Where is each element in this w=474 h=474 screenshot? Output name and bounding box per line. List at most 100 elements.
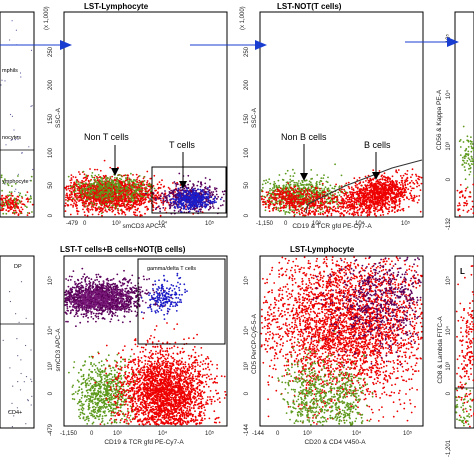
event-dot <box>308 193 311 195</box>
event-dot <box>261 190 264 193</box>
event-dot <box>287 196 290 199</box>
event-dot <box>29 201 32 203</box>
event-dot <box>104 186 106 189</box>
event-dot <box>406 170 409 172</box>
event-dot <box>160 201 163 204</box>
event-dot <box>153 187 156 190</box>
event-dot <box>301 198 304 201</box>
event-dot <box>135 200 138 202</box>
event-dot <box>177 203 179 206</box>
event-dot <box>399 209 402 212</box>
event-dot <box>173 209 176 212</box>
event-dot <box>307 198 309 201</box>
event-dot <box>167 186 170 189</box>
event-dot <box>322 210 324 213</box>
event-dot <box>67 197 69 200</box>
event-dot <box>72 206 74 208</box>
event-dot <box>118 184 121 187</box>
event-dot <box>410 176 412 179</box>
event-dot <box>71 188 73 190</box>
event-dot <box>310 169 313 171</box>
event-dot <box>17 173 19 175</box>
event-dot <box>183 197 186 199</box>
event-dot <box>69 187 72 190</box>
event-dot <box>169 206 172 209</box>
event-dot <box>310 185 313 188</box>
event-dot <box>116 191 118 194</box>
event-dot <box>142 183 145 186</box>
event-dot <box>323 188 326 190</box>
event-dot <box>323 197 326 200</box>
event-dot <box>91 184 94 187</box>
event-dot <box>90 174 93 177</box>
event-dot <box>418 199 420 201</box>
event-dot <box>138 175 141 177</box>
event-dot <box>117 179 119 181</box>
event-dot <box>382 214 385 216</box>
event-dot <box>83 211 86 214</box>
event-dot <box>85 202 87 205</box>
event-dot <box>74 184 77 187</box>
event-dot <box>125 177 127 179</box>
event-dot <box>133 186 136 188</box>
event-dot <box>203 189 206 191</box>
event-dot <box>213 199 216 202</box>
event-dot <box>311 192 313 195</box>
event-dot <box>390 199 392 202</box>
event-dot <box>111 195 114 198</box>
event-dot <box>102 211 104 214</box>
event-dot <box>266 193 269 196</box>
event-dot <box>164 207 167 210</box>
event-dot <box>24 194 27 197</box>
event-dot <box>149 198 152 200</box>
event-dot <box>169 203 172 206</box>
p3-xtick-1: 0 <box>284 221 288 227</box>
event-dot <box>116 189 118 191</box>
event-dot <box>68 198 71 201</box>
event-dot <box>359 199 362 202</box>
event-dot <box>24 205 27 208</box>
p2-xtick-3: 10⁴ <box>158 220 168 227</box>
event-dot <box>186 189 189 192</box>
event-dot <box>77 183 80 186</box>
event-dot <box>91 213 94 216</box>
event-dot <box>115 199 118 202</box>
event-dot <box>93 185 96 188</box>
event-dot <box>1 206 3 209</box>
event-dot <box>118 189 121 192</box>
event-dot <box>80 184 83 187</box>
event-dot <box>310 183 313 186</box>
event-dot <box>31 211 33 213</box>
event-dot <box>271 189 273 191</box>
panel-frame-4 <box>454 11 474 218</box>
event-dot <box>190 193 193 196</box>
event-dot <box>28 198 31 201</box>
event-dot <box>310 178 312 180</box>
event-dot <box>284 185 287 188</box>
event-dot <box>18 191 20 194</box>
event-dot <box>136 177 139 179</box>
event-dot <box>174 194 177 197</box>
event-dot <box>301 207 304 210</box>
event-dot <box>285 204 287 207</box>
event-dot <box>127 205 130 208</box>
event-dot <box>327 176 329 179</box>
event-dot <box>138 188 141 190</box>
event-dot <box>10 191 13 194</box>
event-dot <box>141 214 143 217</box>
event-dot <box>193 205 196 208</box>
event-dot <box>125 174 127 177</box>
p6-ytick-4: -479 <box>48 423 54 436</box>
event-dot <box>106 210 108 213</box>
event-dot <box>89 196 92 199</box>
event-dot <box>81 189 84 192</box>
event-dot <box>297 184 300 187</box>
event-dot <box>142 180 145 183</box>
event-dot <box>410 195 413 198</box>
event-dot <box>79 184 81 187</box>
event-dot <box>312 189 315 192</box>
event-dot <box>260 195 263 198</box>
event-dot <box>368 208 370 211</box>
panel-6-title: LST-T cells+B cells+NOT(B cells) <box>60 245 186 254</box>
